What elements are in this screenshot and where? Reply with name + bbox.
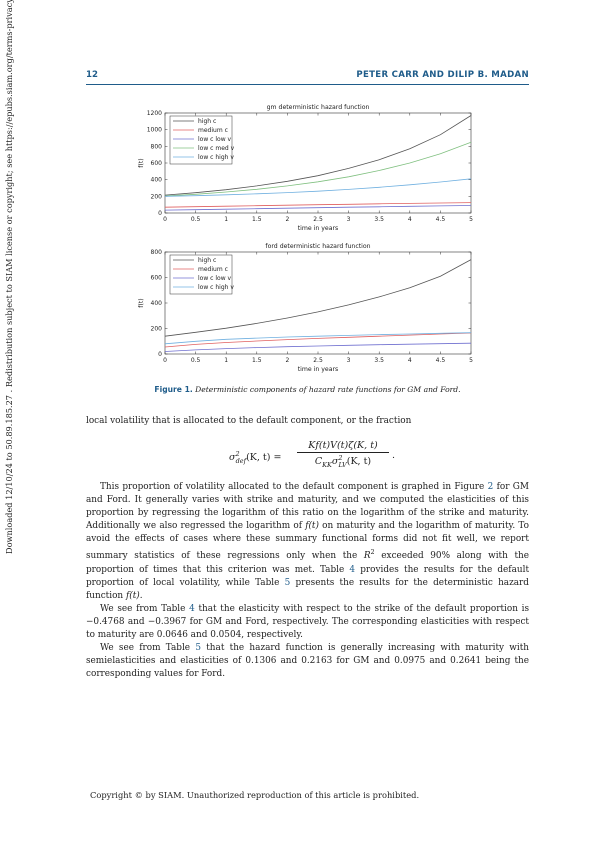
equation-denominator: CKKσ2LV(K, t) (314, 454, 372, 470)
chart-title: ford deterministic hazard function (265, 243, 370, 250)
y-tick-label: 400 (151, 177, 163, 184)
figure-2-link[interactable]: 2 (487, 482, 494, 492)
table-4-link[interactable]: 4 (189, 603, 195, 614)
running-authors: PETER CARR AND DILIP B. MADAN (356, 70, 529, 80)
x-tick-label: 3 (347, 357, 351, 364)
x-tick-label: 5 (469, 357, 473, 364)
y-tick-label: 800 (151, 249, 163, 256)
series-line (164, 332, 472, 348)
equation-numerator: Kf(t)V(t)ζ(K, t) (297, 440, 389, 453)
table-4-link[interactable]: 4 (349, 564, 356, 575)
y-tick-label: 600 (151, 275, 163, 282)
legend-entry: low c high v (198, 284, 234, 291)
series-line (164, 332, 472, 345)
equation: σ2def(K, t) = Kf(t)V(t)ζ(K, t) CKKσ2LV(K… (229, 440, 396, 470)
equation-lhs: σ2def(K, t) = (229, 450, 282, 466)
x-tick-label: 3 (347, 216, 351, 223)
y-tick-label: 1200 (147, 110, 162, 117)
x-tick-label: 4.5 (436, 216, 446, 223)
table-5-link[interactable]: 5 (284, 577, 291, 588)
legend-entry: medium c (198, 127, 228, 134)
y-axis-label: f(t) (138, 158, 145, 167)
body-text: This proportion of volatility allocated … (86, 481, 529, 681)
legend-entry: medium c (198, 266, 228, 273)
legend-box (169, 115, 233, 165)
paragraph-intro: local volatility that is allocated to th… (86, 416, 412, 426)
ford-hazard-chart: ford deterministic hazard function 0 0.5 1 1… (138, 243, 473, 373)
x-tick-label: 0 (163, 357, 167, 364)
series-line (164, 259, 472, 337)
x-tick-label: 1 (224, 357, 228, 364)
y-axis-label: f(t) (138, 298, 145, 307)
x-tick-label: 0.5 (191, 216, 201, 223)
running-header: 12 PETER CARR AND DILIP B. MADAN (86, 70, 529, 84)
x-tick-label: 3.5 (374, 216, 384, 223)
chart-title: gm deterministic hazard function (267, 104, 370, 111)
legend-entry: low c low v (198, 275, 232, 282)
x-tick-label: 2 (285, 216, 289, 223)
y-tick-label: 0 (158, 210, 162, 217)
x-tick-label: 0 (163, 216, 167, 223)
series-line (164, 342, 472, 352)
x-axis-label: time in years (298, 366, 339, 373)
x-axis-label: time in years (298, 225, 339, 232)
y-tick-label: 800 (151, 143, 163, 150)
y-tick-label: 400 (151, 300, 163, 307)
y-tick-label: 200 (151, 326, 163, 333)
paragraph-elasticity: We see from Table 4 that the elasticity … (86, 603, 530, 640)
figure-label: Figure 1. (154, 385, 193, 394)
x-tick-label: 4 (408, 216, 412, 223)
x-tick-label: 1.5 (252, 216, 262, 223)
legend-entry: low c med v (198, 145, 235, 152)
legend-entry: high c (198, 118, 216, 125)
series-line (164, 115, 472, 196)
paragraph-proportion: This proportion of volatility allocated … (86, 482, 530, 601)
y-tick-label: 200 (151, 193, 163, 200)
x-tick-label: 4.5 (436, 357, 446, 364)
series-line (164, 205, 472, 211)
copyright-footer: Copyright © by SIAM. Unauthorized reprod… (90, 790, 420, 800)
x-tick-label: 2 (285, 357, 289, 364)
equation-fraction: Kf(t)V(t)ζ(K, t) CKKσ2LV(K, t) (297, 440, 389, 469)
legend-entry: low c low v (198, 136, 232, 143)
x-tick-label: 0.5 (191, 357, 201, 364)
x-tick-label: 2.5 (313, 216, 323, 223)
series-line (164, 178, 472, 197)
series-line (164, 141, 472, 197)
table-5-link[interactable]: 5 (195, 643, 201, 654)
x-tick-label: 2.5 (313, 357, 323, 364)
legend-entry: low c high v (198, 154, 234, 161)
y-tick-label: 600 (151, 160, 163, 167)
series-line (164, 202, 472, 208)
x-tick-label: 3.5 (374, 357, 384, 364)
x-tick-label: 1.5 (252, 357, 262, 364)
paragraph-hazard: We see from Table 5 that the hazard func… (86, 643, 529, 680)
legend-box (169, 254, 233, 295)
x-tick-label: 4 (408, 357, 412, 364)
header-rule (86, 84, 529, 85)
y-tick-label: 0 (158, 351, 162, 358)
x-tick-label: 5 (469, 216, 473, 223)
y-tick-label: 1000 (147, 127, 162, 134)
x-tick-label: 1 (224, 216, 228, 223)
gm-hazard-chart: gm deterministic hazard function 0 0.5 1 1.5… (138, 104, 473, 232)
legend-entry: high c (198, 257, 216, 264)
page-number: 12 (86, 70, 98, 80)
figure-caption: Figure 1. Deterministic components of ha… (86, 385, 529, 394)
figure-caption-text: Deterministic components of hazard rate … (195, 385, 461, 394)
